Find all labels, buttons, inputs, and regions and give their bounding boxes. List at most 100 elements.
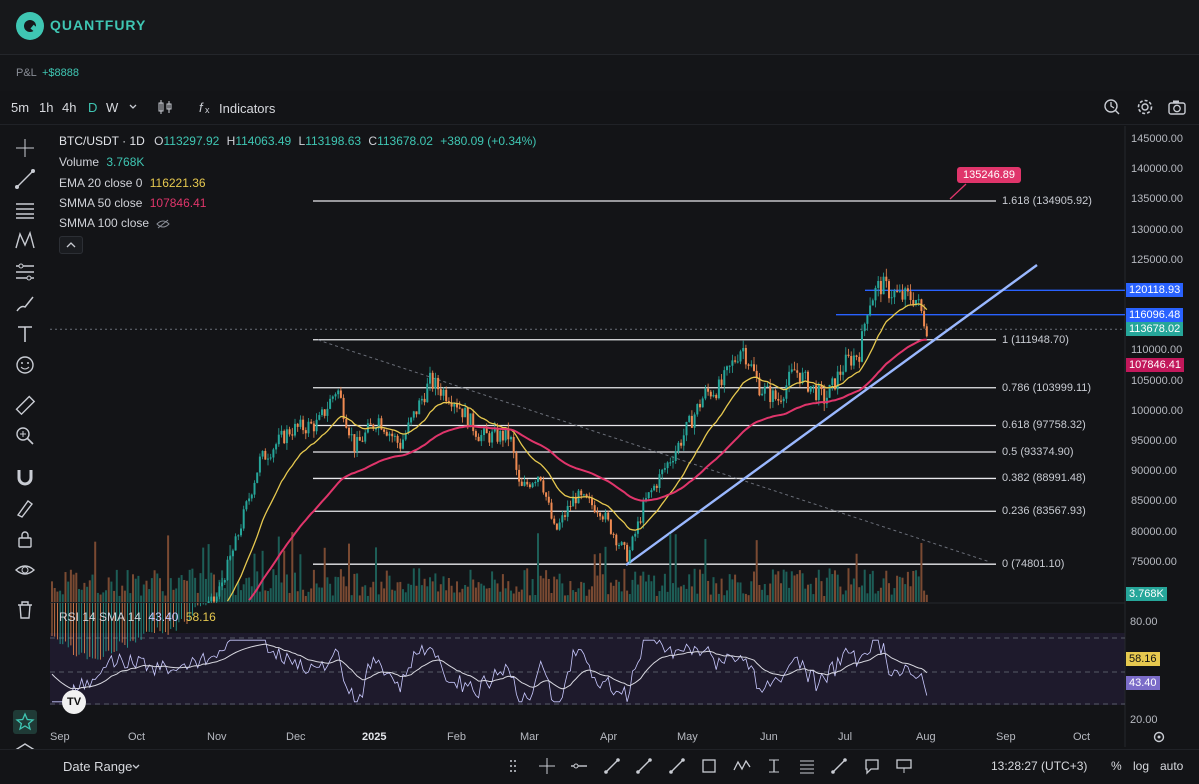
- timeframe-w[interactable]: W: [106, 100, 119, 115]
- auto-scale-toggle[interactable]: auto: [1160, 759, 1184, 773]
- legend-smma100[interactable]: SMMA 100 close: [59, 216, 171, 230]
- settings-gear-icon[interactable]: [1136, 98, 1154, 116]
- trash-icon[interactable]: [13, 598, 37, 622]
- crosshair-icon[interactable]: [13, 136, 37, 160]
- ruler-icon[interactable]: [13, 393, 37, 417]
- candle-body: [253, 482, 256, 495]
- trend-line-icon[interactable]: [603, 757, 621, 775]
- legend-smma50[interactable]: SMMA 50 close 107846.41: [59, 196, 206, 210]
- volume-bar: [88, 580, 91, 602]
- volume-bar: [923, 590, 926, 602]
- rising-trendline: [625, 264, 1038, 566]
- alert-clock-icon[interactable]: [1103, 98, 1121, 116]
- legend-symbol[interactable]: BTC/USDT · 1D: [59, 134, 145, 148]
- timeframe-d[interactable]: D: [88, 100, 98, 115]
- volume-bar: [893, 588, 896, 602]
- zoom-in-icon[interactable]: [13, 424, 37, 448]
- volume-bar: [653, 575, 656, 602]
- table-icon[interactable]: [895, 757, 913, 775]
- collapse-legend-button[interactable]: [59, 236, 83, 254]
- magnet-icon[interactable]: [13, 465, 37, 489]
- volume-bar: [842, 594, 845, 602]
- candle-body: [523, 481, 526, 486]
- volume-bar: [329, 583, 332, 602]
- fib-levels-icon[interactable]: [798, 757, 816, 775]
- candle-body: [226, 559, 229, 581]
- volume-bar: [299, 554, 302, 602]
- timeframe-4h[interactable]: 4h: [62, 100, 77, 115]
- legend-low-label: L: [298, 134, 306, 148]
- candle-body: [488, 433, 491, 443]
- volume-bar: [906, 571, 909, 602]
- volume-bar: [815, 577, 818, 602]
- hidden-eye-icon[interactable]: [156, 219, 171, 229]
- candle-body: [658, 474, 661, 488]
- candle-body: [256, 472, 259, 483]
- volume-bar: [580, 581, 583, 602]
- trend-line-icon[interactable]: [13, 167, 37, 191]
- volume-bar: [690, 586, 693, 602]
- price-range-icon[interactable]: [765, 757, 783, 775]
- volume-bar: [258, 591, 261, 602]
- fib-retracement-icon[interactable]: [13, 198, 37, 222]
- indicators-button[interactable]: Indicators: [219, 101, 276, 116]
- log-scale-toggle[interactable]: log: [1133, 759, 1150, 773]
- pitchfork-icon[interactable]: [635, 757, 653, 775]
- emoji-icon[interactable]: [13, 353, 37, 377]
- pattern-tool-icon[interactable]: [13, 229, 37, 253]
- crosshair-icon[interactable]: [538, 757, 556, 775]
- fib-label: 0.382 (88991.48): [1002, 472, 1086, 485]
- visibility-eye-icon[interactable]: [13, 558, 37, 582]
- timeframe-chevron-down-icon[interactable]: [128, 102, 138, 112]
- bottom-bar: [0, 749, 1199, 784]
- legend-volume[interactable]: Volume 3.768K: [59, 155, 144, 169]
- legend-rsi[interactable]: RSI 14 SMA 14 43.40 58.16: [59, 610, 216, 624]
- favorites-star-icon[interactable]: [13, 710, 37, 734]
- time-axis-settings-icon[interactable]: [1152, 730, 1166, 744]
- target-price-callout[interactable]: 135246.89: [957, 167, 1021, 183]
- horizontal-line-icon[interactable]: [570, 757, 588, 775]
- candle-body: [731, 360, 734, 366]
- timeframe-5m[interactable]: 5m: [11, 100, 30, 115]
- brush-icon[interactable]: [13, 291, 37, 315]
- legend-ema[interactable]: EMA 20 close 0 116221.36: [59, 176, 206, 190]
- price-tag: 116096.48: [1126, 307, 1184, 322]
- volume-bar: [477, 582, 480, 602]
- volume-bar: [596, 575, 599, 602]
- rectangle-icon[interactable]: [700, 757, 718, 775]
- candle-body: [315, 419, 318, 432]
- ema-20-line: [226, 303, 928, 602]
- volume-bar: [380, 581, 383, 602]
- percent-scale-toggle[interactable]: %: [1111, 759, 1122, 773]
- candle-body: [404, 433, 407, 440]
- volume-bar: [264, 590, 267, 602]
- candle-body: [369, 423, 372, 425]
- lock-pencil-icon[interactable]: [13, 496, 37, 520]
- price-tick: 100000.00: [1131, 404, 1183, 417]
- zigzag-icon[interactable]: [732, 757, 751, 775]
- volume-bar: [83, 582, 86, 602]
- callout-icon[interactable]: [863, 757, 881, 775]
- candle-body: [240, 528, 242, 536]
- camera-screenshot-icon[interactable]: [1167, 98, 1187, 116]
- lock-icon[interactable]: [13, 527, 37, 551]
- projection-tool-icon[interactable]: [13, 260, 37, 284]
- text-tool-icon[interactable]: [13, 322, 37, 346]
- volume-bar: [890, 594, 893, 602]
- candle-style-icon[interactable]: [156, 98, 174, 116]
- clock-display[interactable]: 13:28:27 (UTC+3): [991, 759, 1088, 773]
- ray-icon[interactable]: [668, 757, 686, 775]
- date-range-chevron-down-icon[interactable]: [131, 762, 141, 772]
- legend-smma50-value: 107846.41: [149, 196, 207, 210]
- candle-body: [834, 378, 836, 390]
- path-icon[interactable]: [830, 757, 848, 775]
- candle-body: [450, 403, 453, 407]
- date-range-button[interactable]: Date Range: [63, 759, 133, 774]
- grip-icon[interactable]: [505, 757, 523, 775]
- candle-body: [879, 280, 882, 295]
- volume-bar: [888, 583, 890, 602]
- top-bar: [0, 0, 1199, 55]
- timeframe-1h[interactable]: 1h: [39, 100, 54, 115]
- volume-bar: [774, 574, 777, 602]
